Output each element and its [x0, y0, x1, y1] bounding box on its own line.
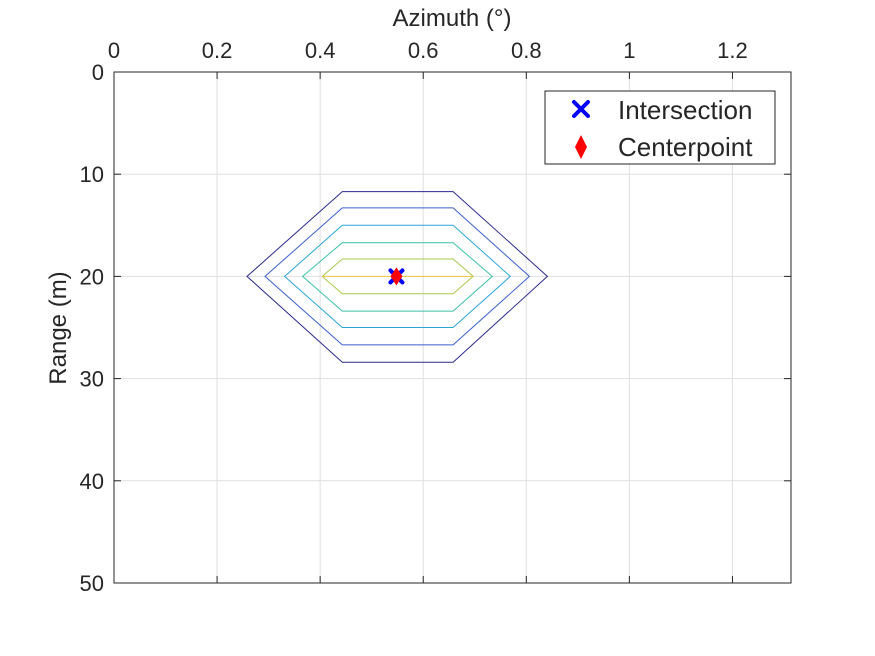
- y-tick-label: 10: [80, 162, 104, 187]
- contour-level-5: [321, 258, 474, 295]
- legend-centerpoint-marker: [575, 135, 587, 159]
- plot-area-box: [113, 71, 792, 584]
- centerpoint-marker: [390, 267, 403, 286]
- contour-level-1: [246, 191, 549, 363]
- y-tick-label: 30: [80, 367, 104, 392]
- contour-level-4: [301, 242, 494, 312]
- x-axis-label: Azimuth (°): [393, 5, 512, 32]
- contour-level-3: [283, 224, 512, 328]
- x-tick-label: 1: [623, 38, 635, 63]
- y-tick-label: 20: [80, 264, 104, 289]
- x-tick-label: 0.8: [511, 38, 542, 63]
- legend: Intersection Centerpoint: [544, 90, 776, 165]
- data-markers: [388, 267, 405, 286]
- axis-ticks: 0 0.2 0.4 0.6 0.8 1 1.2 0 10 20 30 40 50: [80, 38, 791, 596]
- y-tick-label: 50: [80, 571, 104, 596]
- y-tick-label: 0: [92, 60, 104, 85]
- legend-intersection-marker: [572, 100, 590, 118]
- legend-intersection-label: Intersection: [618, 95, 752, 125]
- y-axis-label: Range (m): [45, 271, 72, 384]
- x-tick-label: 0.2: [202, 38, 233, 63]
- x-tick-label: 1.2: [717, 38, 748, 63]
- contour-level-2: [264, 207, 531, 346]
- x-tick-label: 0.4: [305, 38, 336, 63]
- x-tick-label: 0.6: [408, 38, 439, 63]
- legend-centerpoint-label: Centerpoint: [618, 132, 753, 162]
- x-tick-label: 0: [108, 38, 120, 63]
- y-tick-label: 40: [80, 469, 104, 494]
